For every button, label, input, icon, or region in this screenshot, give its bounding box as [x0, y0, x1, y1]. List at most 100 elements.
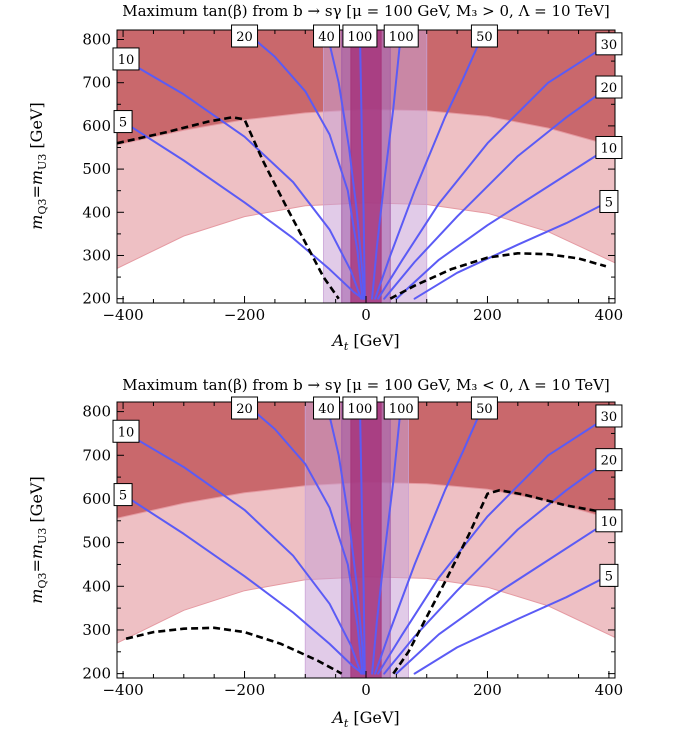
contour-label: 20 — [601, 454, 618, 469]
y-axis: 200 300 400 500 600 700 800 — [82, 31, 615, 308]
contour-label-box — [112, 419, 140, 443]
contour-label-box — [599, 189, 619, 213]
contour-line — [374, 30, 486, 300]
y-tick-label: 300 — [82, 246, 111, 264]
contour-layer — [122, 30, 610, 300]
contour-line — [358, 30, 366, 300]
contour-label: 50 — [476, 402, 493, 417]
chart-title: Maximum tan(β) from b → sγ [μ = 100 GeV,… — [122, 376, 610, 394]
x-tick-label: 0 — [361, 306, 371, 324]
contour-label: 20 — [236, 402, 253, 417]
plot-area — [117, 30, 615, 303]
vband-core — [350, 30, 382, 303]
x-tick-label: 400 — [595, 306, 624, 324]
contour-label: 5 — [119, 116, 127, 131]
contour-label-box — [595, 32, 623, 56]
contour-line — [122, 493, 364, 675]
contour-label-box — [470, 396, 498, 420]
contour-line — [413, 574, 610, 675]
contour-label-box — [231, 396, 259, 420]
contour-label-box — [342, 24, 378, 48]
y-tick-label: 800 — [82, 403, 111, 421]
contour-label-box — [470, 24, 498, 48]
contour-label-box — [595, 509, 623, 533]
x-tick-label: 0 — [361, 681, 371, 699]
x-axis-label: At [GeV] — [330, 331, 399, 353]
x-axis: −400 −200 0 200 400 — [102, 402, 623, 699]
contour-line — [377, 42, 610, 300]
y-tick-label: 700 — [82, 446, 111, 464]
y-tick-label: 200 — [82, 290, 111, 308]
contour-line — [374, 402, 486, 675]
contour-label-box — [595, 135, 623, 159]
contour-label-box — [231, 24, 259, 48]
x-tick-label: 200 — [473, 306, 502, 324]
dashed-layer — [125, 488, 615, 675]
y-tick-label: 700 — [82, 74, 111, 92]
y-tick-label: 600 — [82, 490, 111, 508]
contour-label: 10 — [118, 425, 135, 440]
contour-label: 5 — [119, 489, 127, 504]
y-tick-label: 400 — [82, 203, 111, 221]
contour-label-box — [595, 75, 623, 99]
contour-label: 30 — [601, 38, 618, 53]
contour-label-box — [113, 110, 133, 134]
contour-label-box — [313, 396, 341, 420]
label-layer: 5 10 20 40 100 100 50 30 20 10 5 — [112, 396, 623, 587]
contour-label: 20 — [601, 81, 618, 96]
contour-line — [358, 402, 366, 675]
chart-title: Maximum tan(β) from b → sγ [μ = 100 GeV,… — [122, 2, 610, 20]
contour-layer — [122, 402, 610, 675]
contour-label: 100 — [348, 402, 373, 417]
x-tick-label: −400 — [102, 681, 143, 699]
contour-label: 40 — [318, 402, 335, 417]
y-tick-label: 500 — [82, 160, 111, 178]
contour-line — [325, 30, 366, 300]
y-tick-label: 200 — [82, 665, 111, 683]
plot-area — [117, 402, 615, 678]
contour-label: 100 — [389, 402, 414, 417]
dashed-boundary — [392, 488, 615, 675]
contour-line — [383, 458, 610, 675]
contour-label: 40 — [318, 30, 335, 45]
contour-label-box — [113, 483, 133, 507]
contour-label: 10 — [601, 141, 618, 156]
y-tick-label: 500 — [82, 534, 111, 552]
contour-label: 50 — [476, 30, 493, 45]
x-tick-label: 200 — [473, 681, 502, 699]
contour-line — [243, 30, 364, 300]
contour-line — [122, 120, 364, 300]
y-tick-label: 600 — [82, 117, 111, 135]
contour-line — [243, 402, 364, 675]
y-tick-label: 300 — [82, 621, 111, 639]
contour-label: 100 — [348, 30, 373, 45]
contour-line — [325, 402, 366, 675]
contour-line — [122, 430, 363, 675]
y-axis-label: mQ3=mU3 [GeV] — [27, 102, 49, 229]
dashed-boundary — [117, 116, 340, 300]
contour-line — [383, 86, 610, 300]
dashed-boundary — [125, 626, 343, 675]
contour-line — [395, 146, 610, 300]
y-axis-label: mQ3=mU3 [GeV] — [27, 476, 49, 603]
contour-label-box — [342, 396, 378, 420]
x-axis-label: At [GeV] — [330, 708, 399, 730]
contour-label: 5 — [605, 195, 613, 210]
x-axis: −400 −200 0 200 400 — [102, 30, 623, 324]
contour-line — [371, 402, 403, 675]
plot-bottom: Maximum tan(β) from b → sγ [μ = 100 GeV,… — [27, 376, 623, 730]
contour-line — [371, 30, 403, 300]
contour-label-box — [383, 24, 419, 48]
contour-label: 30 — [601, 410, 618, 425]
contour-label: 10 — [601, 515, 618, 530]
contour-line — [395, 519, 610, 675]
contour-label: 10 — [118, 53, 135, 68]
contour-label-box — [595, 448, 623, 472]
x-tick-label: −400 — [102, 306, 143, 324]
y-tick-label: 800 — [82, 31, 111, 49]
vband-core — [350, 402, 382, 678]
contour-label: 5 — [605, 569, 613, 584]
contour-label-box — [595, 404, 623, 428]
dashed-layer — [117, 116, 607, 300]
